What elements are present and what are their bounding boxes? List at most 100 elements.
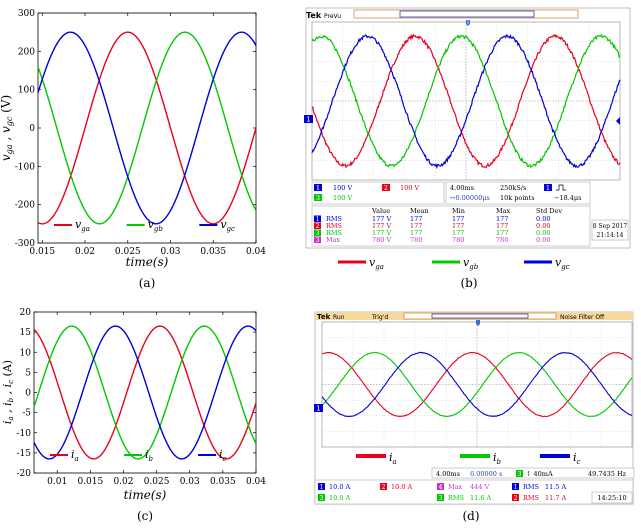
scope-series-i-c — [321, 351, 633, 417]
table-row-label: RMS — [326, 222, 342, 230]
scope-b-trigger: −18.4μs — [554, 194, 581, 202]
scope-b-ch2-scale: 100 V — [400, 184, 419, 192]
x-tick-label: 0.035 — [200, 247, 226, 257]
plot-c-ylabel: ia , ib , ic (A) — [1, 360, 15, 424]
row-label: RMS — [523, 483, 539, 491]
plot-a-xticks: 0.015 0.02 0.025 0.03 0.035 0.04 — [29, 13, 266, 257]
table-header-cell: Std Dev — [536, 207, 562, 215]
scope-d-clock: 14:25:10 — [597, 494, 626, 502]
table-cell: 780 — [496, 236, 508, 244]
channel-badge — [512, 494, 519, 501]
plot-c-xlabel: time(s) — [124, 488, 167, 502]
scope-series-v-gb — [311, 33, 621, 169]
scope-b-table-header: Value Mean Min Max Std Dev — [371, 207, 562, 215]
series-i-a — [33, 325, 257, 460]
channel-badge — [512, 483, 519, 490]
y-tick-label: -300 — [15, 239, 35, 249]
scope-series-i-b — [321, 351, 633, 418]
scope-d-delay: 6.00000 s — [470, 470, 502, 478]
y-tick-label: 20 — [20, 308, 32, 318]
svg-text:T: T — [465, 19, 470, 26]
legend-label: vgc — [220, 218, 235, 233]
x-tick-label: 0.04 — [246, 477, 266, 487]
table-cell: 780 V — [372, 236, 391, 244]
table-cell: 177 — [410, 215, 422, 223]
scope-d-trigger: ↑ 40mA — [526, 470, 553, 478]
channel-badge — [437, 494, 444, 501]
x-tick-label: 0.025 — [115, 247, 141, 257]
channel-badge — [380, 483, 387, 490]
scope-d-graticule — [322, 322, 632, 447]
svg-text:3: 3 — [517, 470, 521, 478]
table-cell: 177 — [452, 222, 464, 230]
row-value: 11.5 A — [545, 483, 567, 491]
x-tick-label: 0.03 — [180, 477, 200, 487]
x-tick-label: 0.04 — [246, 247, 266, 257]
table-cell: 177 — [410, 229, 422, 237]
scope-b-ch1-scale: 100 V — [333, 184, 352, 192]
y-tick-label: 200 — [18, 47, 35, 57]
table-cell: 780 — [410, 236, 422, 244]
x-tick-label: 0.02 — [113, 477, 133, 487]
trigger-marker-d — [476, 320, 480, 326]
x-tick-label: 0.03 — [160, 247, 180, 257]
table-cell: 0.00 — [536, 222, 550, 230]
legend-label: ic — [219, 448, 227, 463]
y-tick-label: -10 — [17, 429, 32, 439]
legend-label: vga — [75, 218, 90, 233]
table-cell: 177 — [496, 215, 508, 223]
table-row-label: RMS — [326, 215, 342, 223]
table-cell: 177 V — [372, 222, 391, 230]
legend-label: vgb — [463, 256, 479, 271]
x-tick-label: 0.015 — [77, 477, 103, 487]
channel-badge — [318, 494, 325, 501]
legend-label: vgb — [148, 218, 164, 233]
plot-a-frame — [37, 12, 257, 244]
series-i-b — [33, 325, 257, 460]
scope-d-trigstate: Trig'd — [371, 314, 388, 321]
channel-number: 3 — [320, 495, 324, 502]
channel-number: 3 — [316, 237, 320, 244]
channel-badge — [314, 236, 321, 243]
scope-d-readout: 4.00ms 6.00000 s 3 ↑ 40mA 49.7435 Hz 1 10… — [314, 467, 635, 505]
plot-c-frame — [33, 311, 257, 474]
row-value: 10.0 A — [391, 483, 413, 491]
svg-text:3: 3 — [316, 194, 320, 202]
y-tick-label: 100 — [18, 86, 35, 96]
x-tick-label: 0.025 — [144, 477, 170, 487]
channel-number: 1 — [514, 484, 518, 491]
plot-a-yticks: 300 200 100 0 -100 -200 -300 — [15, 9, 256, 249]
channel-number: 3 — [439, 495, 443, 502]
plot-c-series — [33, 325, 257, 460]
caption-a: (a) — [139, 276, 156, 290]
row-value: 11.6 A — [470, 494, 492, 502]
table-header-cell: Value — [371, 207, 390, 215]
table-cell: 177 — [496, 222, 508, 230]
legend-label: ia — [389, 451, 397, 466]
series-v-gc — [37, 31, 257, 225]
y-tick-label: -20 — [17, 469, 32, 479]
scope-series-v-ga — [311, 33, 621, 169]
table-cell: 177 — [496, 229, 508, 237]
trigger-level-b — [616, 117, 620, 125]
row-label: Max — [448, 483, 463, 491]
y-tick-label: 10 — [20, 348, 32, 358]
legend-label: vgc — [555, 256, 570, 271]
x-tick-label: 0.02 — [75, 247, 95, 257]
row-label: RMS — [523, 494, 539, 502]
table-row-label: RMS — [326, 229, 342, 237]
y-tick-label: 0 — [25, 389, 31, 399]
scope-d-mode: Run — [333, 314, 345, 321]
channel-number: 2 — [514, 495, 518, 502]
scope-b-readout: 1 100 V 2 100 V 3 100 V 4.00ms 250kS/s ↔… — [311, 181, 591, 205]
channel-number: 1 — [316, 216, 320, 223]
scope-d-timebase: 4.00ms — [436, 470, 460, 478]
row-value: 444 V — [470, 483, 489, 491]
scope-b-timebase: 4.00ms — [450, 184, 474, 192]
scope-b-ch3-scale: 100 V — [333, 194, 352, 202]
scope-b-legend: vga vgb vgc — [338, 256, 570, 271]
legend-label: ib — [145, 448, 154, 463]
plot-c-legend: ia ib ic — [50, 448, 227, 463]
table-cell: 177 V — [372, 229, 391, 237]
